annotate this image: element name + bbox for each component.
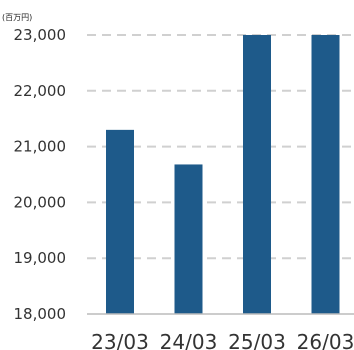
- y-tick-label: 19,000: [14, 249, 67, 267]
- y-tick-label: 18,000: [14, 305, 67, 323]
- x-axis-tick-labels: 23/03 24/03 25/03 26/03: [91, 330, 354, 350]
- bar-26-03: [311, 35, 340, 314]
- x-tick-label: 26/03: [297, 330, 354, 350]
- x-tick-label: 23/03: [91, 330, 149, 350]
- y-tick-label: 20,000: [14, 193, 67, 211]
- y-tick-label: 23,000: [14, 26, 67, 44]
- y-tick-label: 22,000: [14, 82, 67, 100]
- bar-24-03: [174, 164, 203, 314]
- bar-23-03: [106, 129, 134, 314]
- y-axis-tick-labels: 18,000 19,000 20,000 21,000 22,000 23,000: [14, 26, 67, 323]
- bars: [106, 35, 340, 314]
- unit-label: (百万円): [2, 13, 33, 22]
- y-tick-label: 21,000: [14, 138, 67, 156]
- bar-25-03: [243, 35, 271, 314]
- x-tick-label: 25/03: [228, 330, 286, 350]
- x-tick-label: 24/03: [160, 330, 218, 350]
